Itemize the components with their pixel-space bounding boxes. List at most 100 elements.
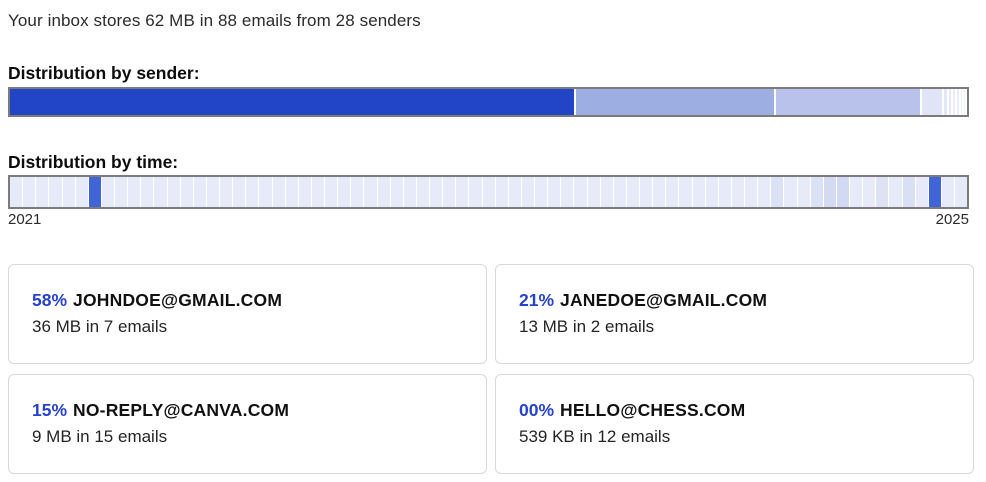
sender-address: NO-REPLY@CANVA.COM [73,400,290,420]
time-cell [863,177,876,207]
sender-card[interactable]: 21% JANEDOE@GMAIL.COM 13 MB in 2 emails [495,264,974,364]
time-section-title: Distribution by time: [8,152,179,172]
time-cell [364,177,377,207]
time-cell [574,177,587,207]
timeline-axis: 2021 2025 [8,211,969,228]
time-cell [311,177,324,207]
sender-size-detail: 36 MB in 7 emails [32,317,168,336]
time-cell [705,177,718,207]
time-cell [745,177,758,207]
sender-segment [576,89,774,115]
time-cell [206,177,219,207]
sender-percent: 15% [32,400,68,420]
sender-card-title: 58% JOHNDOE@GMAIL.COM [32,289,464,311]
time-cell [850,177,863,207]
sender-percent: 21% [519,290,555,310]
time-cell [75,177,88,207]
time-cell [928,177,941,207]
time-cell [154,177,167,207]
sender-card-title: 21% JANEDOE@GMAIL.COM [519,289,951,311]
time-cell [548,177,561,207]
time-cell [430,177,443,207]
time-cell [272,177,285,207]
time-cell [758,177,771,207]
sender-segment [957,89,959,115]
time-cell [771,177,784,207]
sender-segment [963,89,965,115]
time-cell [810,177,823,207]
sender-distribution-bar[interactable] [8,87,969,117]
time-cell [220,177,233,207]
time-cell [666,177,679,207]
time-cell [285,177,298,207]
time-cell [640,177,653,207]
sender-percent: 00% [519,400,555,420]
time-cell [443,177,456,207]
time-cell [167,177,180,207]
time-cell [889,177,902,207]
time-cell [351,177,364,207]
time-cell [626,177,639,207]
time-cell [62,177,75,207]
time-cell [128,177,141,207]
time-cell [718,177,731,207]
time-cell [246,177,259,207]
sender-segment [949,89,951,115]
time-cell [180,177,193,207]
time-cell [88,177,101,207]
time-cell [141,177,154,207]
time-cell [338,177,351,207]
time-cell [653,177,666,207]
time-cell [101,177,114,207]
time-cell [600,177,613,207]
year-start-label: 2021 [8,211,42,228]
time-cell [836,177,849,207]
sender-section-title: Distribution by sender: [8,63,200,83]
time-cell [587,177,600,207]
sender-cards-grid: 58% JOHNDOE@GMAIL.COM 36 MB in 7 emails 21%… [8,264,974,474]
time-cell [876,177,889,207]
time-cell [416,177,429,207]
time-cell [469,177,482,207]
time-cell [403,177,416,207]
time-cell [259,177,272,207]
time-cell [482,177,495,207]
sender-card[interactable]: 15% NO-REPLY@CANVA.COM 9 MB in 15 emails [8,374,487,474]
sender-address: HELLO@CHESS.COM [560,400,746,420]
time-cell [23,177,36,207]
sender-card[interactable]: 58% JOHNDOE@GMAIL.COM 36 MB in 7 emails [8,264,487,364]
sender-card[interactable]: 00% HELLO@CHESS.COM 539 KB in 12 emails [495,374,974,474]
time-cell [731,177,744,207]
time-cell [823,177,836,207]
time-cell [902,177,915,207]
time-cell [115,177,128,207]
sender-segment [10,89,574,115]
sender-card-title: 00% HELLO@CHESS.COM [519,399,951,421]
sender-segment [922,89,942,115]
time-cell [613,177,626,207]
time-cell [797,177,810,207]
sender-size-detail: 13 MB in 2 emails [519,317,655,336]
sender-segment [960,89,962,115]
time-cell [535,177,548,207]
time-cell [298,177,311,207]
sender-card-title: 15% NO-REPLY@CANVA.COM [32,399,464,421]
time-cell [692,177,705,207]
time-cell [193,177,206,207]
time-cell [784,177,797,207]
time-cell [36,177,49,207]
time-cell [508,177,521,207]
time-cell [233,177,246,207]
sender-percent: 58% [32,290,68,310]
time-cell [955,177,967,207]
time-distribution-bar[interactable] [8,175,969,209]
sender-address: JANEDOE@GMAIL.COM [560,290,768,310]
sender-segment [776,89,920,115]
time-cell [679,177,692,207]
time-cell [390,177,403,207]
time-cell [456,177,469,207]
sender-segment [953,89,955,115]
sender-address: JOHNDOE@GMAIL.COM [73,290,283,310]
time-cell [325,177,338,207]
